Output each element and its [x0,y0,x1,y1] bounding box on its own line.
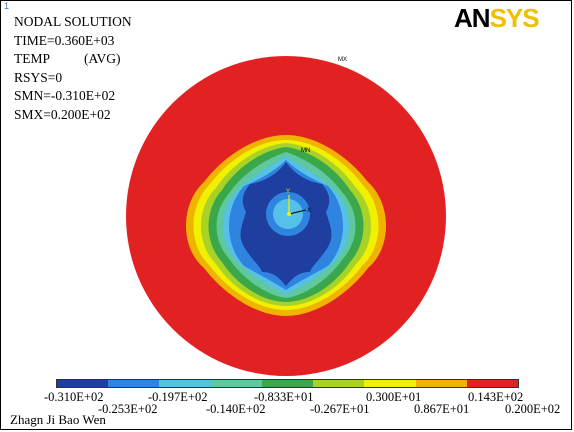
legend-swatch-4 [210,380,262,387]
legend-label-bottom-5: 0.200E+02 [505,402,561,416]
legend-label-bottom-3: -0.267E+01 [310,402,370,416]
legend-swatch-3 [159,380,211,387]
solution-info: NODAL SOLUTION TIME=0.360E+03 TEMP (AVG)… [14,13,132,124]
contour-plot[interactable]: Y X MX MN [0,0,574,380]
logo-part-an: AN [454,3,491,33]
legend-swatch-6 [313,380,365,387]
legend-swatch-1 [57,380,109,387]
legend-label-top-3: -0.833E+01 [254,390,314,404]
legend-swatch-9 [466,380,518,387]
info-temp-row: TEMP (AVG) [14,50,132,69]
axis-y-label: Y [286,189,290,195]
window-number: 1 [4,1,10,11]
info-rsys: RSYS=0 [14,69,63,85]
ansys-logo: ANSYS [454,3,540,33]
legend-swatch-7 [364,380,416,387]
info-smn: SMN=-0.310E+02 [14,88,116,103]
legend-label-bottom-4: 0.867E+01 [414,402,470,416]
legend-swatch-2 [108,380,160,387]
info-time: TIME=0.360E+03 [14,32,115,48]
legend-label-bottom-1: -0.253E+02 [98,402,158,416]
info-smx: SMX=0.200E+02 [14,106,111,122]
info-title: NODAL SOLUTION [14,14,132,29]
logo-part-sys: SYS [489,3,540,33]
legend-label-top-1: -0.310E+02 [44,390,104,404]
legend-swatch-8 [415,380,467,387]
mn-marker: MN [301,148,310,154]
mx-marker: MX [338,57,347,63]
legend-label-top-5: 0.143E+02 [468,390,524,404]
axis-x-label: X [307,208,311,214]
legend-swatch-5 [261,380,314,387]
legend-color-bar [56,379,519,388]
axis-x-line [288,209,307,215]
info-avg: (AVG) [84,51,121,66]
footer-title: Zhagn Ji Bao Wen [10,412,106,427]
legend-label-bottom-2: -0.140E+02 [206,402,266,416]
legend-label-top-4: 0.300E+01 [366,390,422,404]
legend-label-top-2: -0.197E+02 [148,390,208,404]
axis-origin [287,212,291,216]
info-temp: TEMP [14,51,51,66]
